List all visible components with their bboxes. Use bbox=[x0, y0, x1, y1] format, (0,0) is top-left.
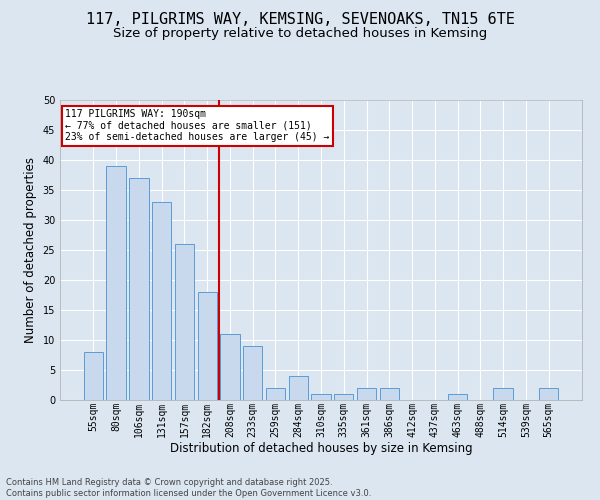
Bar bbox=[106, 166, 126, 400]
Bar bbox=[539, 388, 558, 400]
Y-axis label: Number of detached properties: Number of detached properties bbox=[24, 157, 37, 343]
Bar bbox=[175, 244, 194, 400]
Text: 117, PILGRIMS WAY, KEMSING, SEVENOAKS, TN15 6TE: 117, PILGRIMS WAY, KEMSING, SEVENOAKS, T… bbox=[86, 12, 514, 28]
Bar bbox=[220, 334, 239, 400]
Bar bbox=[357, 388, 376, 400]
Bar bbox=[289, 376, 308, 400]
Bar bbox=[493, 388, 513, 400]
Bar bbox=[129, 178, 149, 400]
Text: 117 PILGRIMS WAY: 190sqm
← 77% of detached houses are smaller (151)
23% of semi-: 117 PILGRIMS WAY: 190sqm ← 77% of detach… bbox=[65, 109, 329, 142]
Bar bbox=[311, 394, 331, 400]
Bar bbox=[243, 346, 262, 400]
Bar bbox=[84, 352, 103, 400]
Bar bbox=[448, 394, 467, 400]
Bar bbox=[266, 388, 285, 400]
Bar bbox=[334, 394, 353, 400]
Text: Size of property relative to detached houses in Kemsing: Size of property relative to detached ho… bbox=[113, 28, 487, 40]
Bar bbox=[197, 292, 217, 400]
Bar bbox=[380, 388, 399, 400]
X-axis label: Distribution of detached houses by size in Kemsing: Distribution of detached houses by size … bbox=[170, 442, 472, 455]
Text: Contains HM Land Registry data © Crown copyright and database right 2025.
Contai: Contains HM Land Registry data © Crown c… bbox=[6, 478, 371, 498]
Bar bbox=[152, 202, 172, 400]
